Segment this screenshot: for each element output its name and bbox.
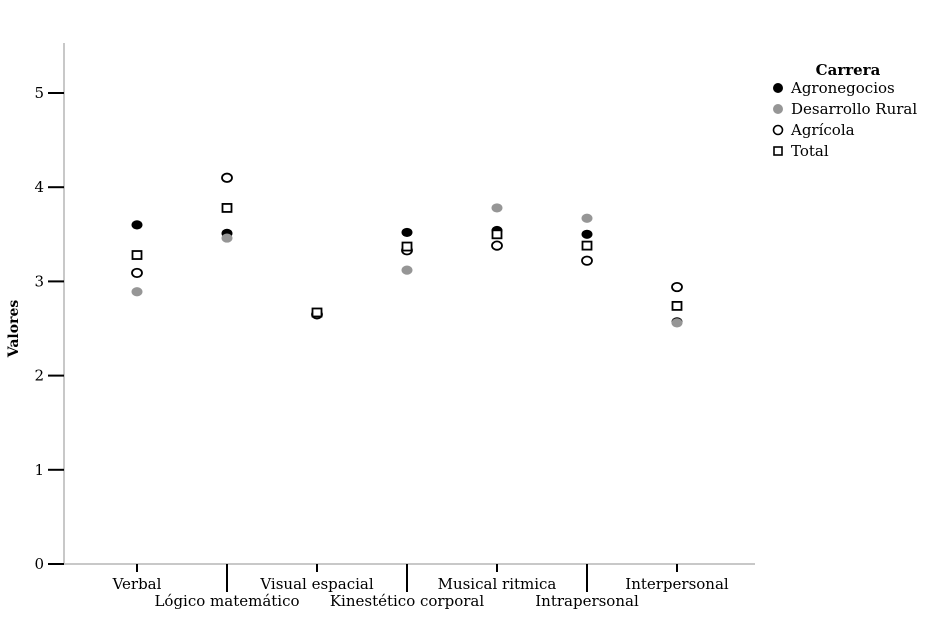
y-axis-title: Valores xyxy=(6,300,22,359)
data-point-desarrollo-rural-musical-ritmica xyxy=(491,203,503,213)
data-point-total-visual-espacial xyxy=(311,307,323,318)
legend-entry-agr-cola: Agrícola xyxy=(772,121,855,139)
data-point-total-l-gico-matem-tico xyxy=(221,203,233,213)
data-point-agr-cola-interpersonal xyxy=(671,281,683,293)
legend-entry-total: Total xyxy=(773,142,829,160)
series-total xyxy=(131,203,683,318)
series-desarrollo-rural xyxy=(131,203,683,328)
legend-marker-filled-circle xyxy=(773,104,783,114)
data-point-agr-cola-musical-ritmica xyxy=(491,240,503,251)
data-point-total-verbal xyxy=(131,250,143,260)
y-tick-label: 2 xyxy=(34,367,44,385)
x-tick-label-interpersonal: Interpersonal xyxy=(625,575,729,593)
data-point-agronegocios-verbal xyxy=(131,220,143,230)
legend-marker-open-circle xyxy=(772,124,784,136)
y-tick-label: 5 xyxy=(34,84,44,102)
legend-label-agr-cola: Agrícola xyxy=(790,121,855,139)
x-tick-label-verbal: Verbal xyxy=(112,575,162,593)
data-point-agr-cola-intrapersonal xyxy=(581,255,593,266)
x-tick-label-kinest-tico-corporal: Kinestético corporal xyxy=(330,592,485,610)
y-tick-label: 1 xyxy=(34,461,44,479)
data-point-total-interpersonal xyxy=(671,300,683,311)
legend-label-agronegocios: Agronegocios xyxy=(790,79,895,97)
legend-marker-filled-circle xyxy=(773,83,783,93)
data-point-desarrollo-rural-kinest-tico-corporal xyxy=(401,265,413,275)
x-tick-label-musical-ritmica: Musical ritmica xyxy=(438,575,557,593)
legend-title: Carrera xyxy=(816,61,881,79)
x-tick-label-l-gico-matem-tico: Lógico matemático xyxy=(154,592,299,610)
data-point-desarrollo-rural-verbal xyxy=(131,287,143,297)
y-tick-label: 3 xyxy=(34,272,44,290)
legend-label-total: Total xyxy=(791,142,829,160)
data-point-total-musical-ritmica xyxy=(491,229,503,240)
data-point-agr-cola-verbal xyxy=(131,267,143,279)
data-point-agr-cola-l-gico-matem-tico xyxy=(221,172,233,183)
legend-label-desarrollo-rural: Desarrollo Rural xyxy=(791,100,917,118)
y-tick-label: 0 xyxy=(34,555,44,573)
data-point-agronegocios-intrapersonal xyxy=(581,229,593,239)
legend-marker-open-square xyxy=(773,146,783,156)
x-tick-label-intrapersonal: Intrapersonal xyxy=(535,592,639,610)
legend-entry-desarrollo-rural: Desarrollo Rural xyxy=(773,100,917,118)
y-tick-label: 4 xyxy=(34,178,44,196)
data-point-total-intrapersonal xyxy=(581,240,593,251)
data-point-total-kinest-tico-corporal xyxy=(401,241,413,252)
data-point-desarrollo-rural-intrapersonal xyxy=(581,213,593,223)
legend-entry-agronegocios: Agronegocios xyxy=(773,79,895,97)
data-point-desarrollo-rural-interpersonal xyxy=(671,318,683,328)
data-point-agronegocios-kinest-tico-corporal xyxy=(401,227,413,238)
data-point-desarrollo-rural-l-gico-matem-tico xyxy=(221,233,233,243)
x-tick-label-visual-espacial: Visual espacial xyxy=(259,575,373,593)
